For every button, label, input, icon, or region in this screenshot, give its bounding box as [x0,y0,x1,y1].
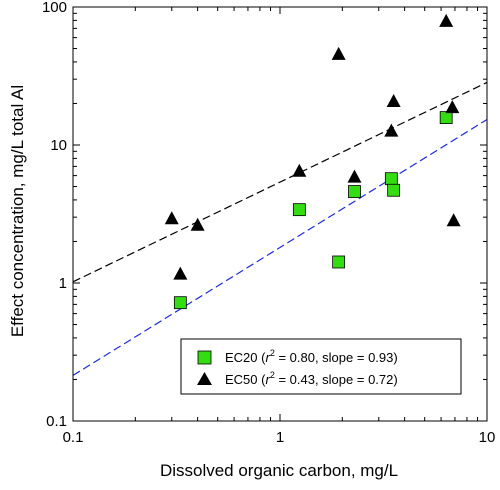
ec50-point [384,123,399,137]
ec50-point [347,169,362,183]
fit-lines [72,81,488,376]
legend-ec20-marker [197,350,212,365]
x-axis-title: Dissolved organic carbon, mg/L [160,461,398,480]
legend-box [180,338,462,395]
ec20-point [348,185,361,198]
x-tick-label: 10 [479,429,496,446]
ec20-point [173,296,187,310]
y-axis-title: Effect concentration, mg/L total Al [8,85,27,337]
ec50-point [173,266,188,280]
y-tick-label: 1 [59,275,67,292]
ec50-point [292,163,307,177]
ec50-point [164,211,179,225]
y-tick-label: 0.1 [46,413,67,430]
data-points [164,13,461,310]
ec50-point [439,13,454,27]
ec50-point [331,46,346,60]
ec50-point [446,213,461,227]
ec20-point [332,255,346,269]
legend: EC20 (r2 = 0.80, slope = 0.93) EC50 (r2 … [180,338,462,395]
ec20-point [387,183,401,197]
legend-entry-ec20: EC20 (r2 = 0.80, slope = 0.93) [197,348,398,365]
fit-line-ec50 [72,81,488,283]
y-tick-label: 100 [42,0,67,16]
legend-ec50-marker [197,372,212,385]
x-tick-label: 1 [276,429,284,446]
ec20-point [439,111,453,124]
axis-tick-labels: 0.1 1 10 0.1 1 10 100 [42,0,495,446]
legend-entry-ec50: EC50 (r2 = 0.43, slope = 0.72) [197,370,398,387]
legend-ec20-label: EC20 (r2 = 0.80, slope = 0.93) [225,348,398,365]
axis-ticks [72,6,488,422]
ec20-point [292,203,306,217]
legend-ec50-label: EC50 (r2 = 0.43, slope = 0.72) [225,370,398,387]
y-tick-label: 10 [50,137,67,154]
ec50-point [445,100,460,114]
x-tick-label: 0.1 [63,429,84,446]
ec20-point [384,172,398,186]
ec50-point [190,217,205,231]
ec50-point [386,93,401,107]
fit-line-ec20 [72,119,488,376]
